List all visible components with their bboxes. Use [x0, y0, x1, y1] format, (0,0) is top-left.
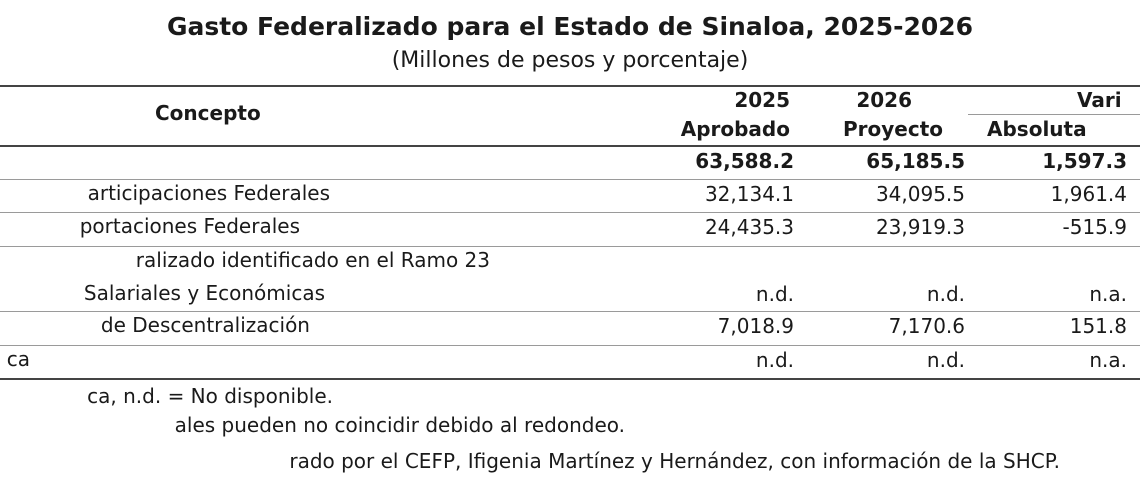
row-total-aprobado: 63,588.2 — [695, 149, 794, 173]
row-aprobado: 24,435.3 — [704, 215, 794, 239]
footnote-line-2: ales pueden no coincidir debido al redon… — [0, 413, 625, 439]
source-line: rado por el CEFP, Ifigenia Martínez y He… — [0, 449, 1060, 475]
column-header-aprobado: Aprobado — [680, 117, 790, 141]
row-absoluta: -515.9 — [1062, 215, 1127, 239]
source-text: rado por el CEFP, Ifigenia Martínez y He… — [289, 449, 1060, 473]
row-absoluta: n.a. — [1089, 282, 1127, 306]
row-concepto: de Descentralización — [0, 313, 310, 339]
column-header-proyecto: Proyecto — [842, 117, 943, 141]
footnote-text: ca, n.d. = No disponible. — [87, 384, 333, 408]
footnote-text: ales pueden no coincidir debido al redon… — [174, 413, 625, 437]
row-absoluta: 1,961.4 — [1050, 182, 1127, 206]
row-divider — [0, 345, 1140, 346]
table-bottom-border — [0, 378, 1140, 380]
row-proyecto: 7,170.6 — [888, 314, 965, 338]
row-divider — [0, 311, 1140, 312]
row-divider — [0, 246, 1140, 247]
column-header-absoluta: Absoluta — [987, 117, 1087, 141]
row-concepto-text: ralizado identificado en el Ramo 23 — [135, 248, 490, 272]
row-concepto: Salariales y Económicas — [0, 281, 325, 307]
row-aprobado: 7,018.9 — [717, 314, 794, 338]
row-concepto-text: de Descentralización — [100, 313, 310, 337]
row-proyecto: 23,919.3 — [875, 215, 965, 239]
row-aprobado: n.d. — [755, 282, 794, 306]
row-divider — [0, 179, 1140, 180]
row-aprobado: 32,134.1 — [704, 182, 794, 206]
footnote-line-1: ca, n.d. = No disponible. — [0, 384, 333, 410]
row-proyecto: n.d. — [926, 348, 965, 372]
row-concepto: ralizado identificado en el Ramo 23 — [0, 248, 490, 274]
row-concepto-text: ca — [6, 347, 30, 371]
row-absoluta: 151.8 — [1069, 314, 1127, 338]
row-concepto-text: portaciones Federales — [79, 214, 300, 238]
row-proyecto: 34,095.5 — [875, 182, 965, 206]
row-concepto: portaciones Federales — [0, 214, 300, 240]
row-concepto-text: Salariales y Económicas — [83, 281, 325, 305]
column-header-variacion: Vari — [1077, 88, 1122, 112]
column-header-2025: 2025 — [734, 88, 790, 112]
header-bottom-border — [0, 145, 1140, 147]
column-header-concepto: Concepto — [155, 101, 261, 125]
table-subtitle: (Millones de pesos y porcentaje) — [391, 48, 749, 73]
row-concepto-text: articipaciones Federales — [87, 181, 330, 205]
row-absoluta: n.a. — [1089, 348, 1127, 372]
column-header-2026: 2026 — [856, 88, 912, 112]
row-total-absoluta: 1,597.3 — [1042, 149, 1127, 173]
table-top-border — [0, 85, 1140, 87]
row-total-proyecto: 65,185.5 — [866, 149, 965, 173]
row-aprobado: n.d. — [755, 348, 794, 372]
row-concepto: articipaciones Federales — [0, 181, 330, 207]
row-divider — [0, 212, 1140, 213]
row-concepto: ca — [0, 347, 30, 373]
table-title: Gasto Federalizado para el Estado de Sin… — [166, 12, 974, 41]
variacion-header-underline — [968, 114, 1140, 115]
row-proyecto: n.d. — [926, 282, 965, 306]
